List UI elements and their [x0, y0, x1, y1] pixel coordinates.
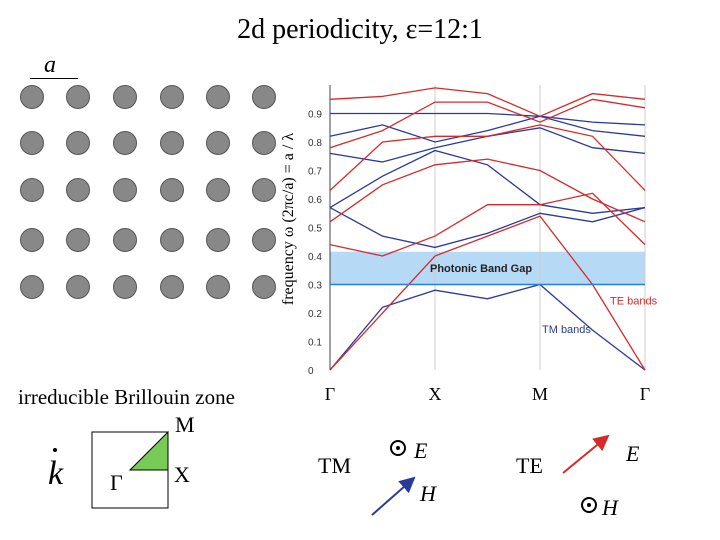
te-e-field-arrow — [562, 434, 610, 474]
dielectric-rod — [252, 228, 276, 252]
te-band-line — [329, 98, 646, 149]
dielectric-rod — [206, 275, 230, 299]
te-bands-label: TE bands — [610, 295, 658, 307]
dielectric-rod — [252, 275, 276, 299]
dielectric-rod — [113, 85, 137, 109]
dielectric-rod — [20, 178, 44, 202]
tm-band-line — [329, 206, 646, 249]
te-band-line — [329, 87, 646, 118]
x-tick-label: M — [532, 384, 548, 404]
dielectric-rod — [252, 85, 276, 109]
irreducible-zone-triangle — [128, 430, 169, 471]
k-vector-label: k — [48, 455, 64, 492]
y-tick-label: 0.4 — [308, 252, 322, 263]
y-tick-label: 0.9 — [308, 110, 322, 121]
dielectric-rod — [113, 131, 137, 155]
dielectric-rod — [66, 275, 90, 299]
zone-point-gamma: Γ — [110, 470, 123, 495]
dielectric-rod — [206, 131, 230, 155]
y-tick-label: 0.3 — [308, 281, 322, 292]
dielectric-rod — [160, 131, 184, 155]
dielectric-rod — [206, 178, 230, 202]
dielectric-rod — [66, 178, 90, 202]
te-h-label: H — [602, 495, 618, 520]
dielectric-rod — [160, 275, 184, 299]
dielectric-rod — [252, 131, 276, 155]
tm-e-label: E — [414, 438, 428, 463]
dielectric-rod — [113, 178, 137, 202]
y-tick-label: 0 — [308, 366, 314, 377]
y-tick-label: 0.2 — [308, 309, 322, 320]
lattice-constant-label: a — [44, 52, 56, 78]
rod-lattice — [20, 85, 276, 299]
lattice-constant-line — [30, 78, 78, 79]
tm-band-line — [329, 283, 646, 371]
tm-bands-label: TM bands — [542, 324, 591, 336]
y-tick-label: 0.7 — [308, 167, 322, 178]
tm-band-line — [329, 149, 646, 214]
dielectric-rod — [20, 85, 44, 109]
te-band-line — [329, 124, 646, 191]
te-h-field-out-of-plane-icon — [581, 497, 597, 513]
dielectric-rod — [252, 178, 276, 202]
dielectric-rod — [160, 228, 184, 252]
tm-band-line — [330, 112, 646, 126]
te-label: TE — [516, 453, 543, 478]
dielectric-rod — [113, 275, 137, 299]
tm-label: TM — [318, 453, 351, 478]
dielectric-rod — [160, 178, 184, 202]
dielectric-rod — [113, 228, 137, 252]
tm-h-label: H — [420, 481, 436, 506]
dielectric-rod — [20, 228, 44, 252]
x-tick-label: X — [429, 384, 442, 404]
dielectric-rod — [66, 85, 90, 109]
tm-band-line — [329, 115, 646, 143]
brillouin-zone-title: irreducible Brillouin zone — [18, 385, 235, 409]
k-vector-dot — [53, 448, 57, 452]
dielectric-rod — [160, 85, 184, 109]
dielectric-rod — [20, 131, 44, 155]
y-tick-label: 0.6 — [308, 195, 322, 206]
x-tick-label: Γ — [640, 384, 650, 404]
te-band-line — [329, 192, 646, 257]
band-gap-label: Photonic Band Gap — [430, 263, 532, 275]
dielectric-rod — [66, 228, 90, 252]
zone-point-x: X — [174, 462, 190, 487]
y-tick-label: 0.5 — [308, 224, 322, 235]
y-tick-label: 0.8 — [308, 138, 322, 149]
dielectric-rod — [66, 131, 90, 155]
te-band-line — [329, 158, 646, 223]
y-tick-label: 0.1 — [308, 338, 322, 349]
tm-e-field-out-of-plane-icon — [390, 440, 406, 456]
x-tick-label: Γ — [325, 384, 335, 404]
zone-point-m: M — [175, 412, 195, 437]
te-e-label: E — [626, 441, 640, 466]
dielectric-rod — [206, 85, 230, 109]
dielectric-rod — [20, 275, 44, 299]
band-gap-region — [330, 251, 645, 285]
tm-h-field-arrow — [371, 476, 416, 516]
page-title: 2d periodicity, ε=12:1 — [237, 14, 483, 45]
dielectric-rod — [206, 228, 230, 252]
